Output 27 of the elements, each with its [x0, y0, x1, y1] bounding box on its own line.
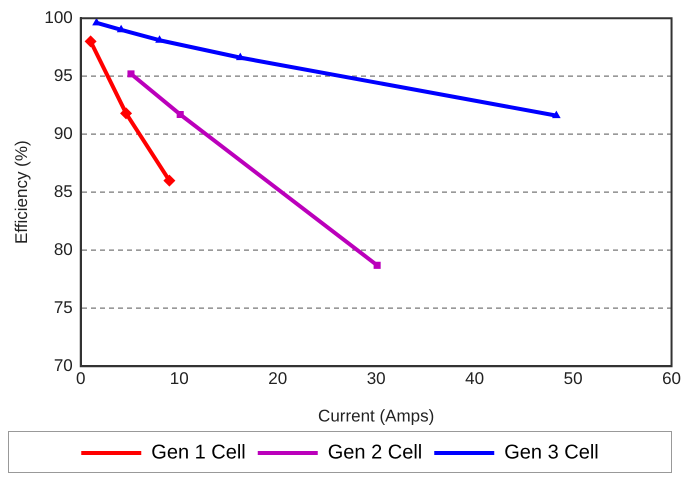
point [176, 110, 184, 118]
legend-label: Gen 3 Cell [504, 442, 599, 464]
x-tick-label: 0 [76, 369, 86, 388]
x-tick-label: 20 [268, 369, 288, 388]
y-tick-label: 100 [44, 8, 73, 27]
x-tick-label: 50 [564, 369, 583, 388]
point [127, 70, 135, 78]
y-axis-title: Efficiency (%) [12, 140, 31, 244]
x-tick-label: 10 [170, 369, 189, 388]
y-tick-label: 80 [54, 240, 73, 259]
point [120, 107, 132, 120]
x-tick-label: 30 [366, 369, 386, 388]
y-tick-label: 90 [54, 124, 73, 143]
legend-label: Gen 1 Cell [151, 442, 246, 464]
point [236, 52, 245, 60]
y-tick-label: 85 [54, 182, 73, 201]
x-tick-label: 60 [662, 369, 682, 388]
y-tick-label: 95 [54, 66, 73, 85]
x-tick-label: 40 [465, 369, 484, 388]
y-tick-label: 75 [54, 298, 73, 317]
point [163, 174, 176, 187]
legend-label: Gen 2 Cell [328, 442, 422, 464]
point [84, 35, 97, 48]
point [374, 262, 381, 269]
y-tick-label: 70 [54, 356, 73, 375]
point [552, 110, 561, 118]
x-axis-title: Current (Amps) [318, 406, 434, 426]
